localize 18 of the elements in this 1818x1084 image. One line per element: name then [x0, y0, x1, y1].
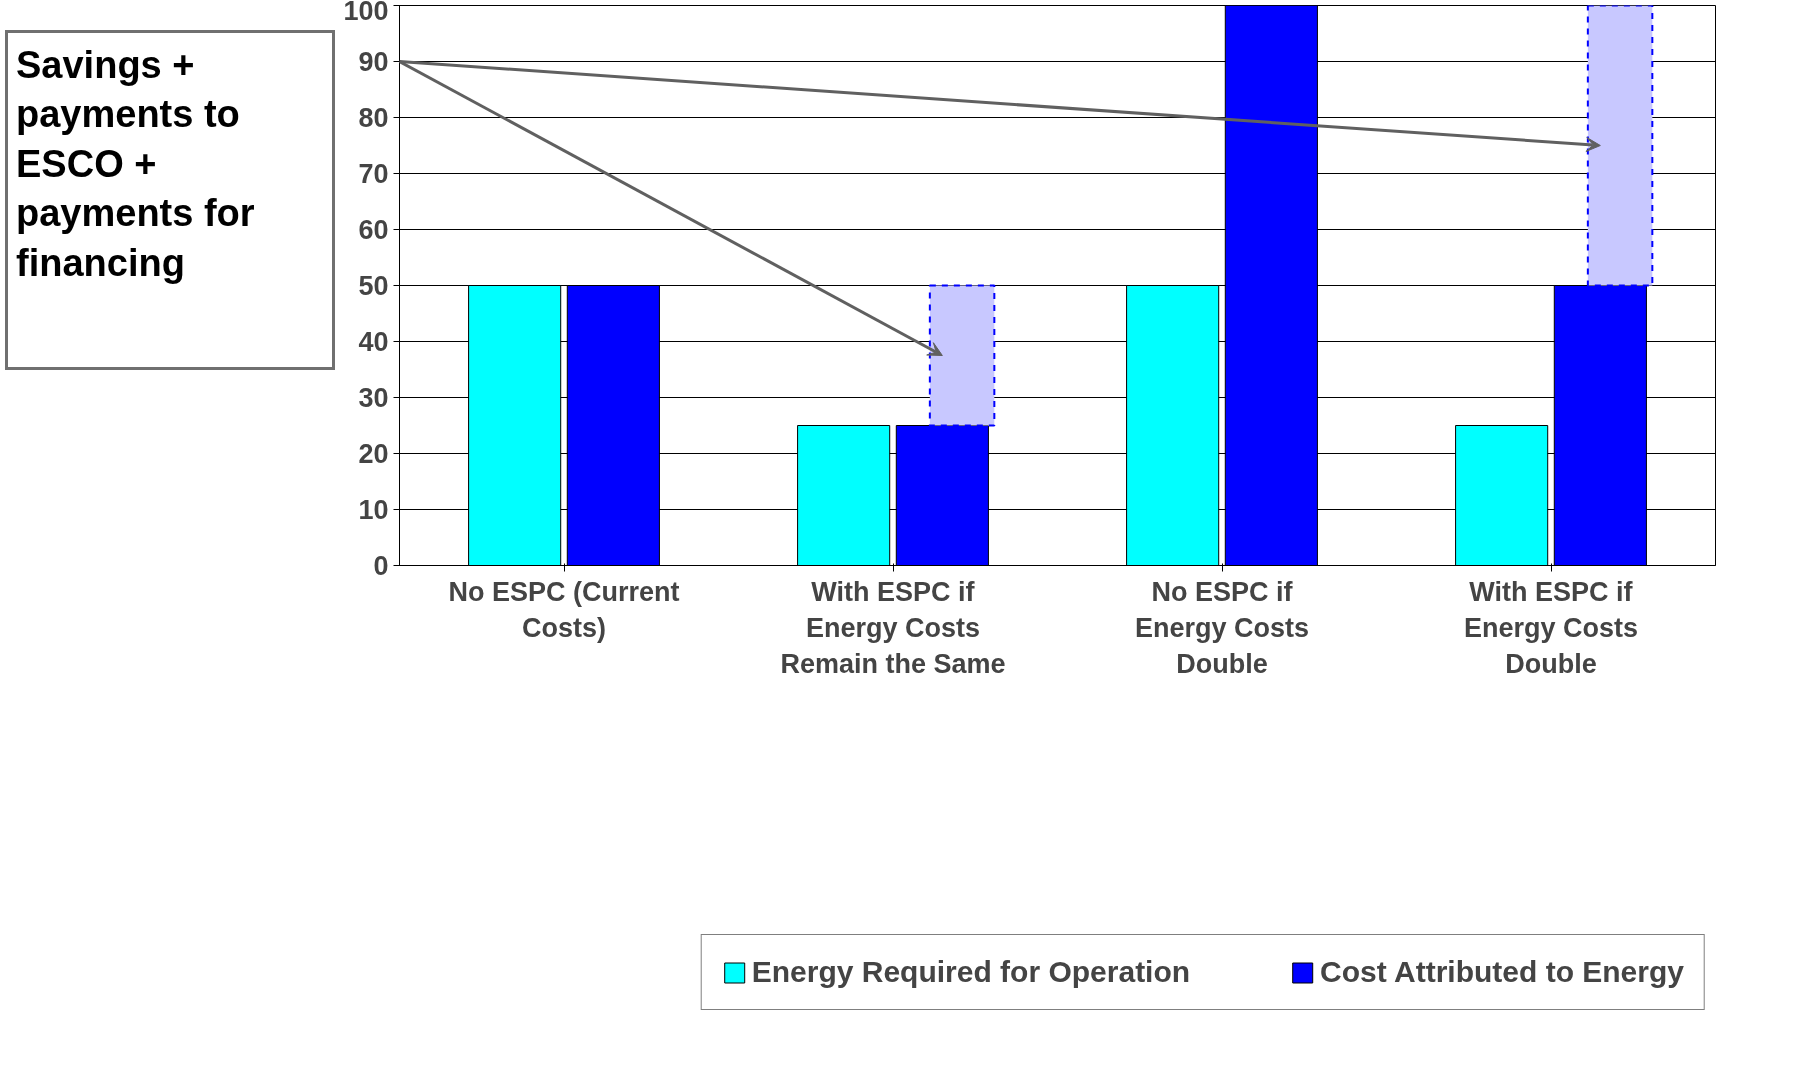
- x-tick-label: With ESPC if Energy Costs Double: [1463, 576, 1639, 679]
- y-tick-label: 20: [358, 439, 389, 469]
- y-tick-label: 90: [358, 47, 389, 77]
- y-tick-label: 30: [358, 383, 389, 413]
- legend-label: Energy Required for Operation: [751, 955, 1191, 989]
- y-tick-label: 80: [358, 103, 389, 133]
- y-tick-label: 0: [373, 551, 389, 581]
- y-tick-label: 100: [343, 0, 389, 26]
- x-tick-label: No ESPC if Energy Costs Double: [1134, 576, 1310, 679]
- x-tick-label: With ESPC if Energy Costs Remain the Same: [780, 576, 1006, 679]
- x-tick-label: No ESPC (Current Costs): [448, 576, 680, 643]
- y-tick-label: 60: [358, 215, 389, 245]
- legend-label: Cost Attributed to Energy: [1320, 955, 1684, 989]
- y-tick-label: 50: [358, 271, 389, 301]
- y-tick-label: 40: [358, 327, 389, 357]
- text: Savings + payments to ESCO + payments for financing: [16, 43, 256, 286]
- y-tick-label: 70: [358, 159, 389, 189]
- y-tick-label: 10: [358, 495, 389, 525]
